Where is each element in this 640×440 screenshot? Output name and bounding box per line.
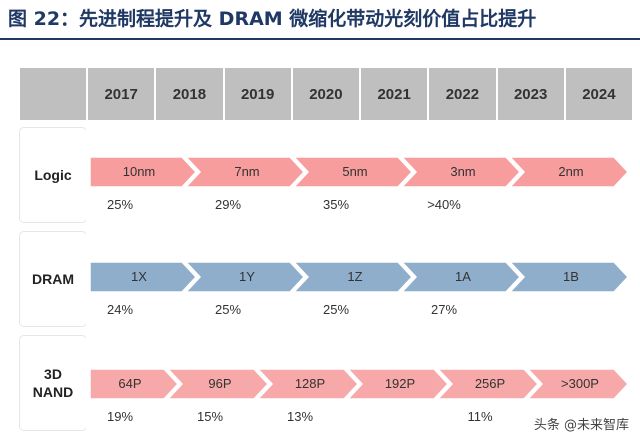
node-label: >300P bbox=[561, 376, 599, 391]
node-share-label: 25% bbox=[106, 197, 134, 212]
node-share-label: 25% bbox=[322, 302, 350, 317]
node-share-label: 11% bbox=[467, 409, 493, 424]
year-header-corner bbox=[20, 68, 86, 120]
node-label: 7nm bbox=[234, 164, 260, 179]
arrow-logic-1 bbox=[184, 156, 306, 188]
node-share-label: 35% bbox=[322, 197, 350, 212]
year-2021: 2021 bbox=[361, 68, 428, 120]
arrow-dram-1 bbox=[184, 261, 306, 293]
arrow-nand-4 bbox=[436, 368, 540, 400]
node-label: 1A bbox=[455, 269, 471, 284]
node-share-label: 25% bbox=[214, 302, 242, 317]
node-label: 1B bbox=[563, 269, 579, 284]
node-label: 96P bbox=[208, 376, 232, 391]
arrow-nand-3 bbox=[346, 368, 450, 400]
arrow-nand-0 bbox=[89, 368, 180, 400]
arrow-dram-0 bbox=[89, 261, 198, 293]
node-share-label: 29% bbox=[214, 197, 242, 212]
node-label: 3nm bbox=[450, 164, 476, 179]
row-label-dram: DRAM bbox=[20, 232, 86, 326]
node-label: 2nm bbox=[558, 164, 584, 179]
node-label: 64P bbox=[118, 376, 142, 391]
node-share-label: 19% bbox=[106, 409, 134, 424]
arrow-logic-4 bbox=[508, 156, 630, 188]
year-2023: 2023 bbox=[497, 68, 564, 120]
node-label: 192P bbox=[384, 376, 416, 391]
node-share-label: 24% bbox=[106, 302, 134, 317]
node-label: 256P bbox=[474, 376, 506, 391]
node-label: 1Z bbox=[347, 269, 363, 284]
year-header-bar: 2017 2018 2019 2020 2021 2022 2023 2024 bbox=[20, 68, 632, 120]
arrow-logic-3 bbox=[400, 156, 522, 188]
arrow-nand-2 bbox=[256, 368, 360, 400]
arrow-nand-5 bbox=[526, 368, 630, 400]
year-2019: 2019 bbox=[224, 68, 291, 120]
node-share-label: 15% bbox=[196, 409, 224, 424]
title-rule bbox=[0, 38, 640, 40]
arrow-dram-4 bbox=[508, 261, 630, 293]
arrow-dram-2 bbox=[292, 261, 414, 293]
node-label: 1X bbox=[131, 269, 147, 284]
watermark: 头条 @未来智库 bbox=[530, 413, 632, 434]
node-share-label: 27% bbox=[430, 302, 458, 317]
node-share-label: >40% bbox=[427, 197, 461, 212]
arrow-logic-0 bbox=[89, 156, 198, 188]
year-2020: 2020 bbox=[292, 68, 359, 120]
year-2017: 2017 bbox=[88, 68, 155, 120]
arrow-dram-3 bbox=[400, 261, 522, 293]
node-label: 10nm bbox=[122, 164, 156, 179]
node-label: 5nm bbox=[342, 164, 368, 179]
row-label-3d-nand: 3D NAND bbox=[20, 336, 86, 430]
figure-title: 图 22：先进制程提升及 DRAM 微缩化带动光刻价值占比提升 bbox=[8, 8, 537, 30]
node-share-label: 13% bbox=[286, 409, 314, 424]
year-2024: 2024 bbox=[565, 68, 632, 120]
arrow-nand-1 bbox=[166, 368, 270, 400]
year-2018: 2018 bbox=[156, 68, 223, 120]
node-label: 128P bbox=[294, 376, 326, 391]
node-label: 1Y bbox=[239, 269, 255, 284]
row-label-logic: Logic bbox=[20, 128, 86, 222]
year-2022: 2022 bbox=[429, 68, 496, 120]
arrow-logic-2 bbox=[292, 156, 414, 188]
